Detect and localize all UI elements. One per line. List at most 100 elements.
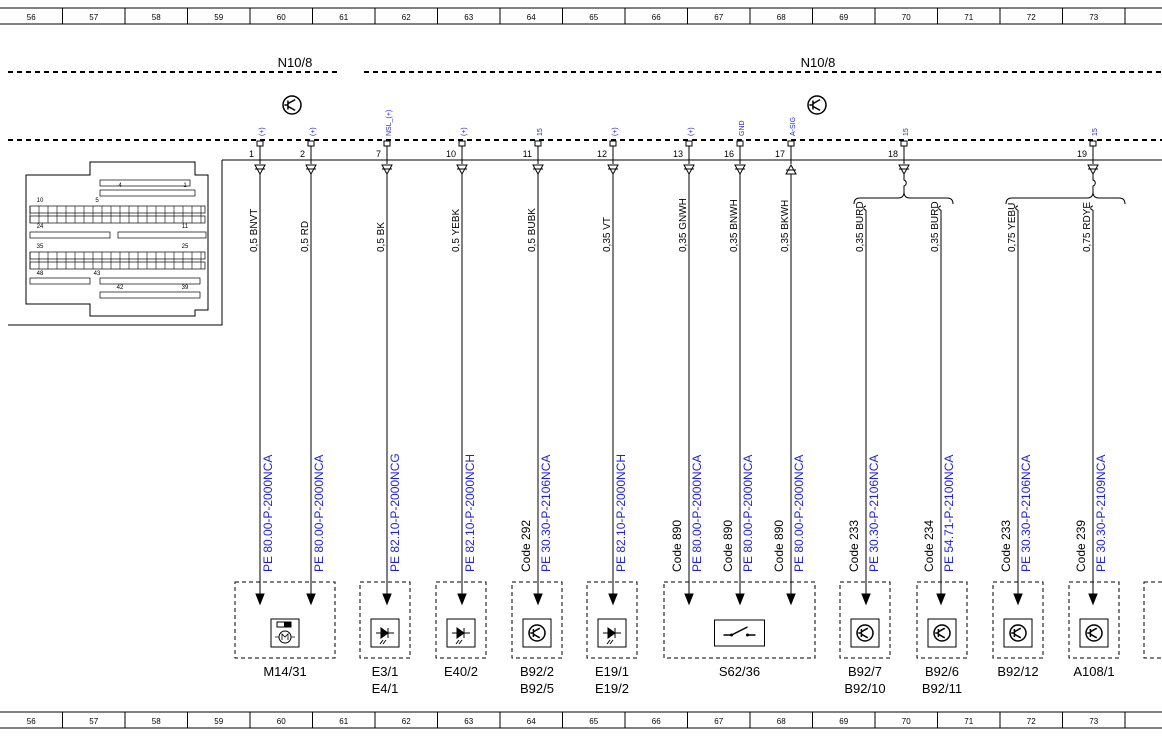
wire-reference: PE 80.00-P-2000NCA — [312, 455, 326, 572]
wire-label: 0,75 RDYE — [1082, 202, 1093, 252]
wire-split — [1005, 174, 1126, 205]
wire-split — [853, 174, 954, 205]
pin-output-symbol — [1087, 164, 1099, 176]
component-label: E3/1 — [372, 664, 399, 679]
connector-cavities — [99, 179, 191, 187]
wire-reference: PE 54.71-P-2100NCA — [942, 455, 956, 572]
wire-label: 0,5 RD — [300, 221, 311, 252]
ruler-label: 57 — [89, 717, 98, 726]
pin-number: 17 — [775, 149, 785, 159]
pin-signal: (+) — [259, 127, 266, 136]
wire-reference: PE 82.10-P-2000NCG — [388, 453, 402, 572]
transistor-icon — [530, 627, 541, 639]
ruler-label: 61 — [339, 13, 348, 22]
ruler-label: 70 — [902, 717, 911, 726]
layout — [0, 7, 1162, 729]
ruler-label: 56 — [27, 717, 36, 726]
transistor-icon — [858, 627, 869, 639]
ruler-label: 65 — [589, 717, 598, 726]
pin-output-symbol — [734, 164, 746, 176]
ruler-label: 60 — [277, 13, 286, 22]
component-symbol — [850, 618, 880, 648]
pin-signal: (+) — [461, 127, 468, 136]
pin — [256, 140, 264, 147]
wire-reference: PE 30.30-P-2106NCA — [1019, 455, 1033, 572]
transistor-icon — [1085, 624, 1103, 642]
pin — [900, 140, 908, 147]
wire-arrow — [457, 593, 467, 606]
wire-reference: PE 30.30-P-2109NCA — [1094, 455, 1108, 572]
wire-label: 0,5 BUBK — [527, 208, 538, 252]
pin-signal: (+) — [612, 127, 619, 136]
pin — [685, 140, 693, 147]
connector-cavities — [29, 231, 111, 239]
ruler-label: 63 — [464, 13, 473, 22]
ruler-label: 70 — [902, 13, 911, 22]
pin — [534, 140, 542, 147]
ruler-label: 66 — [652, 13, 661, 22]
component-box — [435, 581, 487, 659]
ruler-label: 71 — [964, 13, 973, 22]
component-label: S62/36 — [719, 664, 760, 679]
wire-arrow — [382, 593, 392, 606]
component-label: A108/1 — [1073, 664, 1114, 679]
connector-cavities — [29, 251, 206, 260]
wire-arrow — [1013, 593, 1023, 606]
pin — [609, 140, 617, 147]
wire-reference: PE 80.00-P-2000NCA — [690, 455, 704, 572]
component-label: E4/1 — [372, 681, 399, 696]
connector-pin-number: 10 — [37, 198, 44, 204]
component-label: B92/6 — [925, 664, 959, 679]
wire-reference: PE 30.30-P-2106NCA — [539, 455, 553, 572]
ruler-label: 69 — [839, 13, 848, 22]
wire-arrow — [533, 593, 543, 606]
pin-number: 13 — [673, 149, 683, 159]
connector-pin-number: 5 — [95, 198, 99, 204]
led-icon — [376, 627, 394, 639]
ruler-label: 62 — [402, 717, 411, 726]
wire-arrow — [735, 593, 745, 606]
component-label: E40/2 — [444, 664, 478, 679]
pin — [787, 140, 795, 147]
pin-output-symbol — [254, 164, 266, 176]
connector-cavities — [99, 291, 201, 299]
pin-output-symbol — [607, 164, 619, 176]
pin — [736, 140, 744, 147]
pin-signal: NSL_(+) — [386, 110, 393, 136]
component-symbol — [522, 618, 552, 648]
connector-pin-number: 4 — [118, 183, 122, 189]
component-symbol — [714, 619, 765, 647]
led-icon — [455, 639, 463, 645]
pin-number: 12 — [597, 149, 607, 159]
pin-output-symbol — [532, 164, 544, 176]
component-box — [839, 581, 891, 659]
wire-arrow — [684, 593, 694, 606]
ruler-label: 64 — [527, 717, 536, 726]
ruler-label: 66 — [652, 717, 661, 726]
wire-label: 0,35 BNWH — [729, 199, 740, 252]
ruler-label: 64 — [527, 13, 536, 22]
component-box — [916, 581, 968, 659]
transistor-icon — [807, 95, 827, 115]
motor-icon — [275, 633, 295, 640]
component-symbol — [1079, 618, 1109, 648]
connector-pin-number: 25 — [182, 244, 189, 250]
wire-code: Code 890 — [670, 520, 684, 572]
pin — [307, 140, 315, 147]
connector-cavities — [99, 189, 196, 197]
wire-reference: PE 80.00-P-2000NCA — [741, 455, 755, 572]
transistor-icon — [933, 624, 951, 642]
component-label: B92/7 — [848, 664, 882, 679]
pin-output-symbol — [456, 164, 468, 176]
wire-code: Code 233 — [999, 520, 1013, 572]
component-box — [234, 581, 336, 659]
wire-arrow — [936, 593, 946, 606]
connector-outline — [25, 161, 209, 317]
component-label: M14/31 — [263, 664, 306, 679]
transistor-icon — [1011, 627, 1022, 639]
wire-code: Code 890 — [721, 520, 735, 572]
wire-label: 0,35 GNWH — [678, 198, 689, 252]
connector-cavities — [99, 277, 201, 285]
ruler-label: 59 — [214, 717, 223, 726]
pin-output-symbol — [898, 164, 910, 176]
